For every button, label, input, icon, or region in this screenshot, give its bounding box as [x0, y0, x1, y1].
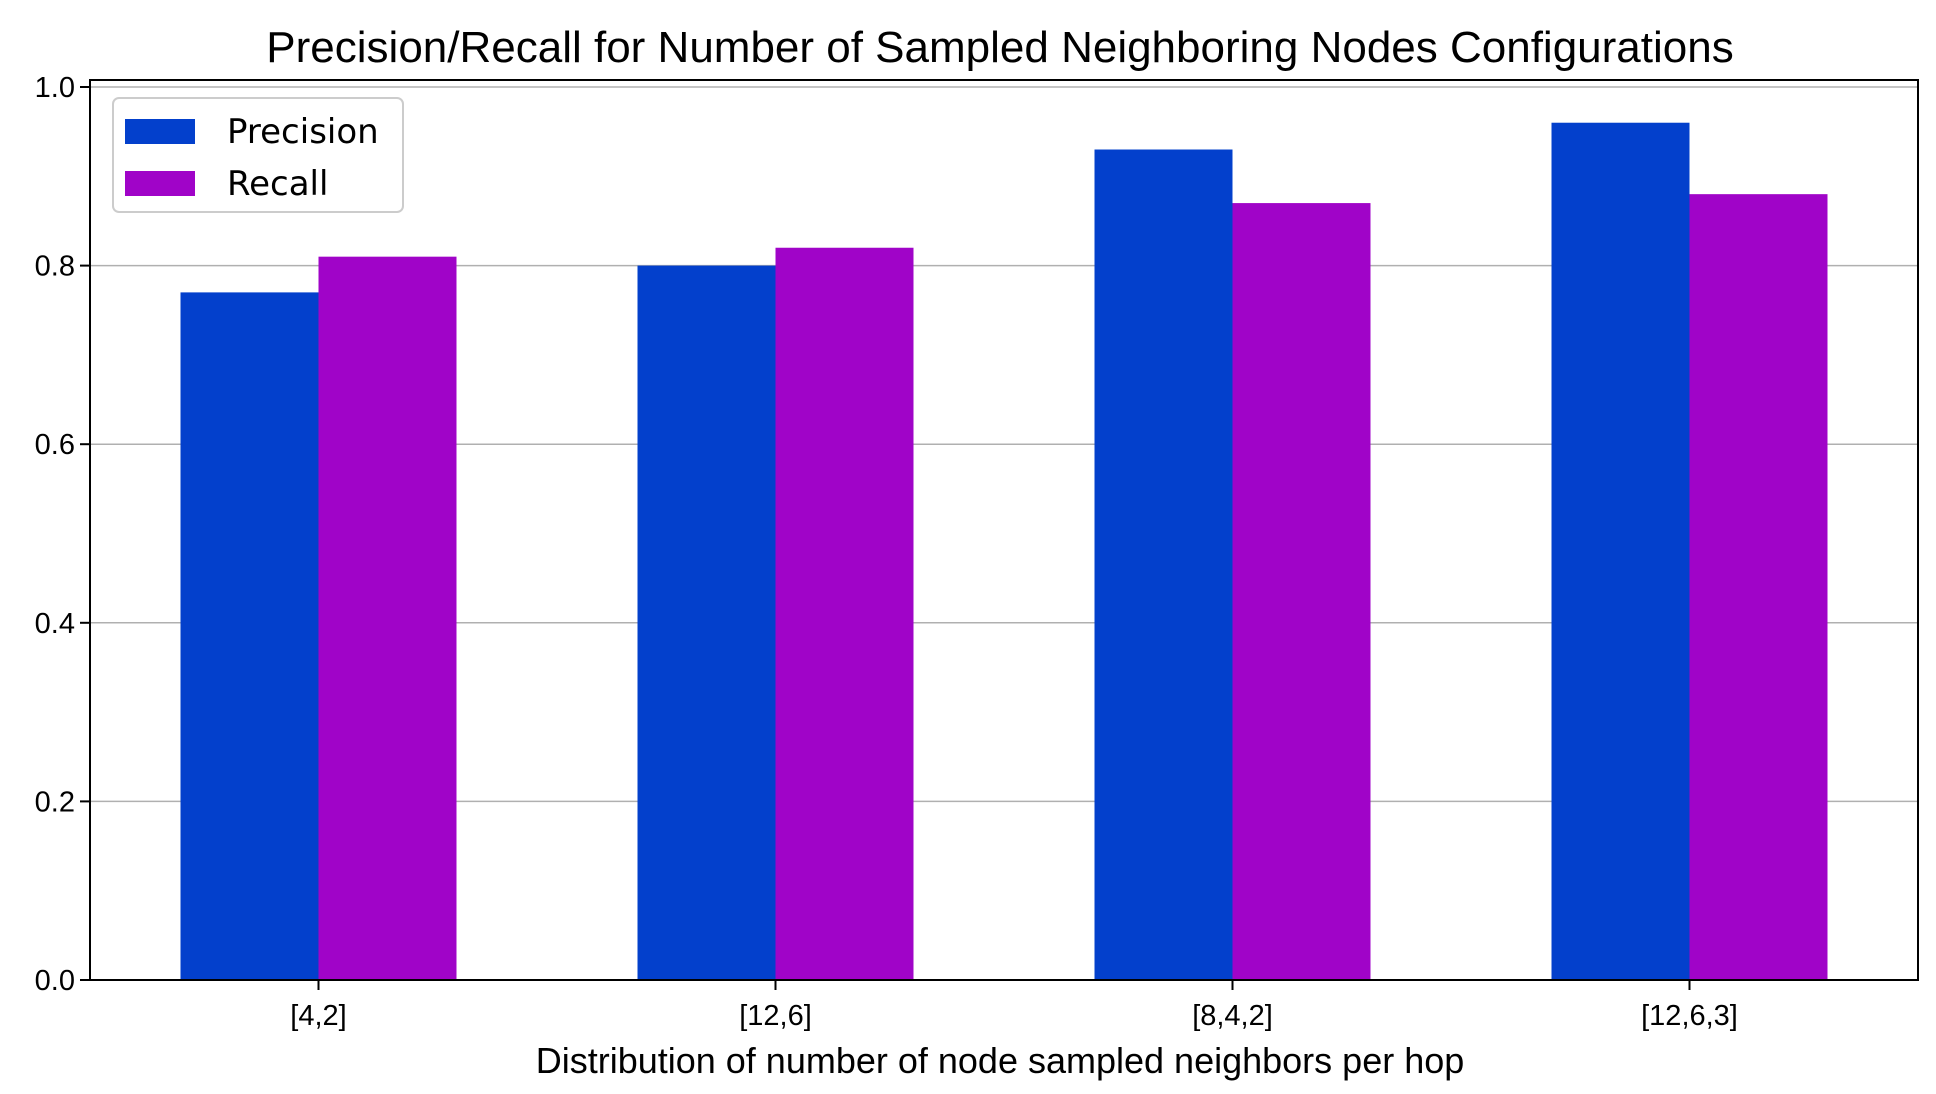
y-axis-ticks: 0.0 0.2 0.4 0.6 0.8 1.0: [35, 72, 90, 997]
bar-precision-3: [1551, 122, 1690, 981]
legend-label-precision: Precision: [227, 112, 379, 152]
x-axis-ticks: [4,2] [12,6] [8,4,2] [12,6,3]: [290, 980, 1738, 1032]
chart-title: Precision/Recall for Number of Sampled N…: [266, 23, 1733, 72]
bar-recall-2: [1232, 203, 1371, 981]
y-tick-label: 0.2: [35, 786, 75, 818]
plot-area-frame: [89, 79, 1919, 981]
x-tick-label: [12,6]: [739, 1000, 812, 1032]
bar-recall-0: [318, 256, 457, 980]
bar-precision-0: [180, 292, 319, 980]
x-tick-label: [8,4,2]: [1192, 1000, 1273, 1032]
y-tick-label: 0.4: [35, 608, 75, 640]
y-tick-label: 0.8: [35, 251, 75, 283]
bar-recall-3: [1689, 194, 1828, 980]
legend-swatch-recall: [125, 171, 195, 196]
x-axis-label: Distribution of number of node sampled n…: [536, 1040, 1465, 1081]
y-tick-label: 1.0: [35, 72, 75, 104]
bar-recall-1: [775, 247, 914, 981]
bar-precision-1: [637, 265, 776, 981]
y-tick-label: 0.0: [35, 965, 75, 997]
x-tick-label: [4,2]: [290, 1000, 346, 1032]
legend-swatch-precision: [125, 119, 195, 144]
y-tick-label: 0.6: [35, 429, 75, 461]
bar-precision-2: [1094, 149, 1233, 980]
x-tick-label: [12,6,3]: [1641, 1000, 1738, 1032]
legend: Precision Recall: [112, 97, 404, 213]
bars: [180, 122, 1828, 981]
legend-label-recall: Recall: [227, 164, 328, 204]
